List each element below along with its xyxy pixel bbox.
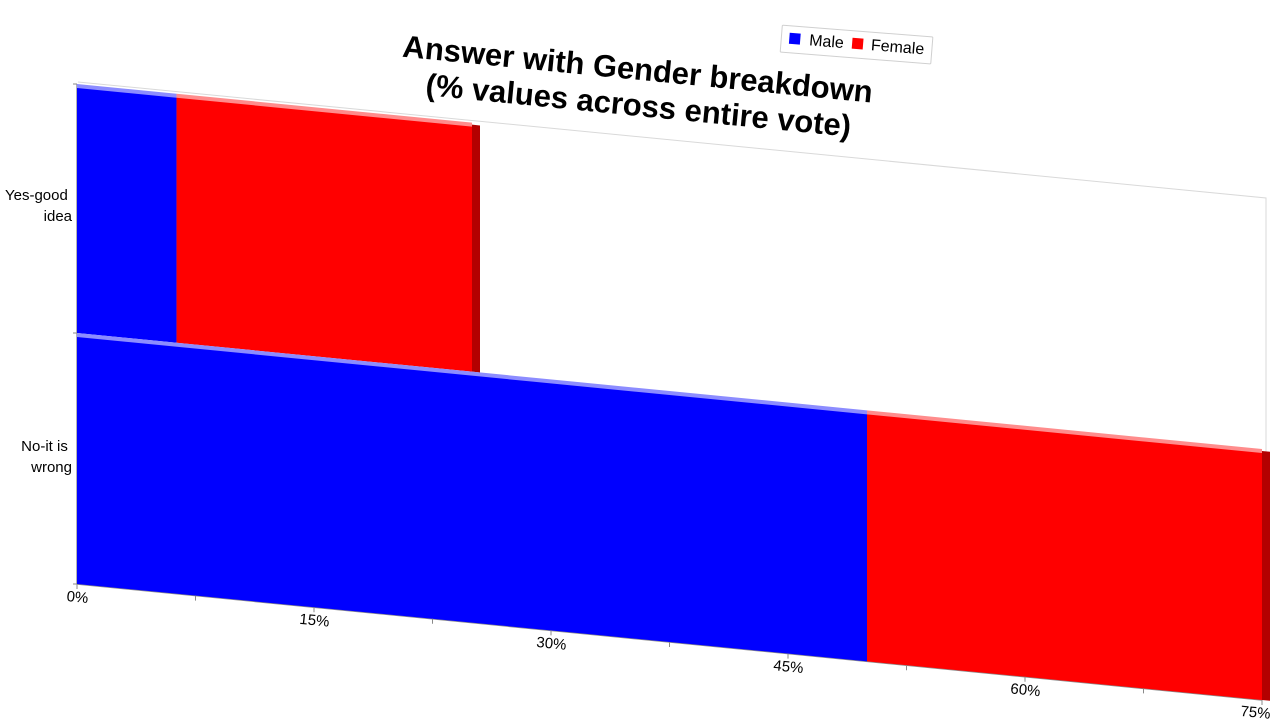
x-tick-label: 15% xyxy=(299,611,331,631)
male-bar-0 xyxy=(77,88,177,343)
x-tick-label: 45% xyxy=(773,657,805,677)
female-bar-0-side xyxy=(472,124,480,373)
male-bar-1 xyxy=(77,337,867,662)
male-bar-1-top xyxy=(77,333,867,416)
y-axis: Yes-good idea No-it is wrong xyxy=(5,187,73,476)
male-bar-0-top xyxy=(77,84,177,99)
legend-label-male: Male xyxy=(809,32,845,52)
female-bar-1 xyxy=(867,414,1262,700)
x-tick-label: 0% xyxy=(66,588,89,607)
female-bar-0-top xyxy=(176,93,473,128)
x-tick-label: 60% xyxy=(1010,680,1042,700)
category-label-yes: Yes-good idea xyxy=(5,187,73,225)
x-tick-label: 75% xyxy=(1240,703,1272,720)
x-tick-label: 30% xyxy=(536,634,568,654)
female-bar-0 xyxy=(176,97,473,372)
female-bar-1-side xyxy=(1262,451,1270,701)
legend: Male Female xyxy=(779,24,934,65)
legend-swatch-male xyxy=(788,32,801,45)
category-label-no: No-it is wrong xyxy=(21,438,72,476)
legend-swatch-female xyxy=(851,37,864,50)
legend-label-female: Female xyxy=(870,37,925,58)
female-bar-1-top xyxy=(867,410,1262,454)
bars-group xyxy=(77,84,1270,701)
x-axis: 0% 15% 30% 45% 60% 75% xyxy=(66,584,1271,720)
